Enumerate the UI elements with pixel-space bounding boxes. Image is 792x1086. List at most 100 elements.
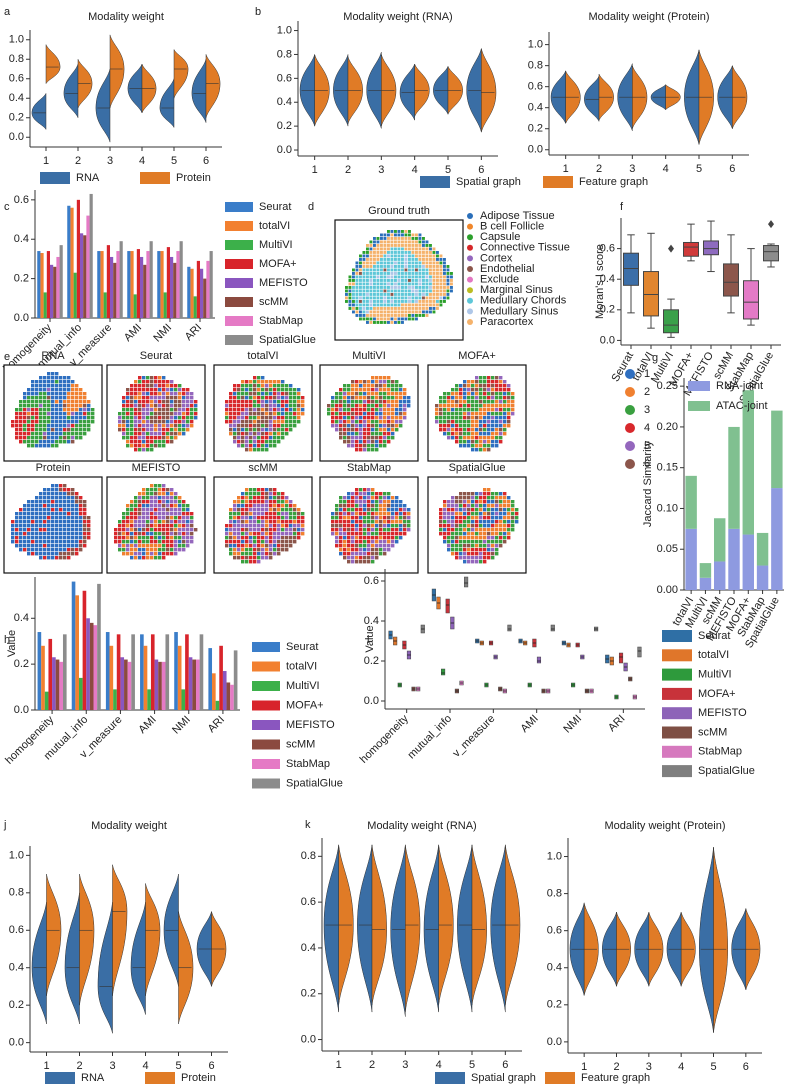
spot bbox=[83, 412, 86, 415]
spot bbox=[277, 400, 280, 403]
spot bbox=[154, 500, 157, 503]
spot bbox=[249, 424, 252, 427]
spot bbox=[289, 524, 292, 527]
spot bbox=[245, 504, 248, 507]
x-tick-label: 6 bbox=[203, 155, 209, 167]
spot bbox=[503, 496, 506, 499]
spot bbox=[71, 400, 74, 403]
spot bbox=[373, 314, 376, 317]
spot bbox=[237, 432, 240, 435]
spot bbox=[39, 396, 42, 399]
spot bbox=[343, 528, 346, 531]
spot bbox=[391, 304, 394, 307]
spot bbox=[483, 544, 486, 547]
spot bbox=[130, 404, 133, 407]
spot bbox=[351, 540, 354, 543]
spot bbox=[495, 416, 498, 419]
spot bbox=[370, 314, 373, 317]
spot bbox=[67, 524, 70, 527]
spot bbox=[379, 552, 382, 555]
spot bbox=[387, 416, 390, 419]
spot bbox=[335, 416, 338, 419]
spot bbox=[154, 484, 157, 487]
spot bbox=[447, 544, 450, 547]
spot bbox=[475, 400, 478, 403]
spot bbox=[237, 544, 240, 547]
spot bbox=[182, 396, 185, 399]
spot bbox=[383, 496, 386, 499]
spot bbox=[463, 412, 466, 415]
spot bbox=[249, 508, 252, 511]
spot bbox=[166, 540, 169, 543]
spot bbox=[511, 504, 514, 507]
spot bbox=[355, 404, 358, 407]
spot bbox=[297, 528, 300, 531]
spot bbox=[130, 416, 133, 419]
bar bbox=[127, 251, 130, 318]
spot bbox=[174, 508, 177, 511]
spot bbox=[439, 424, 442, 427]
spot bbox=[429, 290, 432, 293]
spot bbox=[371, 436, 374, 439]
spot bbox=[415, 314, 418, 317]
spot bbox=[467, 540, 470, 543]
spot bbox=[293, 416, 296, 419]
spot bbox=[384, 279, 387, 282]
spot bbox=[142, 536, 145, 539]
spot bbox=[447, 516, 450, 519]
spot bbox=[499, 520, 502, 523]
spot bbox=[31, 540, 34, 543]
spot bbox=[391, 255, 394, 258]
spot bbox=[59, 392, 62, 395]
spot bbox=[383, 392, 386, 395]
spot bbox=[31, 432, 34, 435]
spot bbox=[265, 424, 268, 427]
spot bbox=[178, 408, 181, 411]
spot bbox=[491, 524, 494, 527]
spot bbox=[142, 388, 145, 391]
spot bbox=[503, 504, 506, 507]
spot bbox=[301, 396, 304, 399]
spot bbox=[35, 420, 38, 423]
spot bbox=[55, 380, 58, 383]
spot bbox=[491, 528, 494, 531]
spot bbox=[475, 544, 478, 547]
spot bbox=[487, 492, 490, 495]
spot bbox=[269, 404, 272, 407]
spot bbox=[401, 276, 404, 279]
spot bbox=[499, 528, 502, 531]
spot bbox=[170, 552, 173, 555]
spot bbox=[249, 492, 252, 495]
y-axis-label: Value bbox=[364, 625, 376, 652]
spot bbox=[471, 504, 474, 507]
spot bbox=[150, 536, 153, 539]
spot bbox=[138, 376, 141, 379]
spot bbox=[253, 416, 256, 419]
spot bbox=[339, 508, 342, 511]
spot bbox=[355, 520, 358, 523]
spot bbox=[440, 286, 443, 289]
spot bbox=[269, 384, 272, 387]
spot bbox=[75, 520, 78, 523]
spot bbox=[11, 536, 14, 539]
spot bbox=[422, 314, 425, 317]
spot bbox=[405, 279, 408, 282]
spot bbox=[59, 380, 62, 383]
spot bbox=[405, 311, 408, 314]
spot bbox=[483, 552, 486, 555]
spot bbox=[269, 496, 272, 499]
spot bbox=[433, 265, 436, 268]
spot bbox=[67, 496, 70, 499]
x-tick-label: 2 bbox=[75, 155, 81, 167]
spot bbox=[23, 396, 26, 399]
spot bbox=[363, 396, 366, 399]
spot bbox=[237, 420, 240, 423]
spot bbox=[331, 524, 334, 527]
spot bbox=[241, 560, 244, 563]
spot bbox=[387, 384, 390, 387]
spot bbox=[367, 408, 370, 411]
legend-label: StabMap bbox=[286, 758, 330, 770]
spot bbox=[377, 269, 380, 272]
spot bbox=[51, 516, 54, 519]
spot bbox=[138, 504, 141, 507]
